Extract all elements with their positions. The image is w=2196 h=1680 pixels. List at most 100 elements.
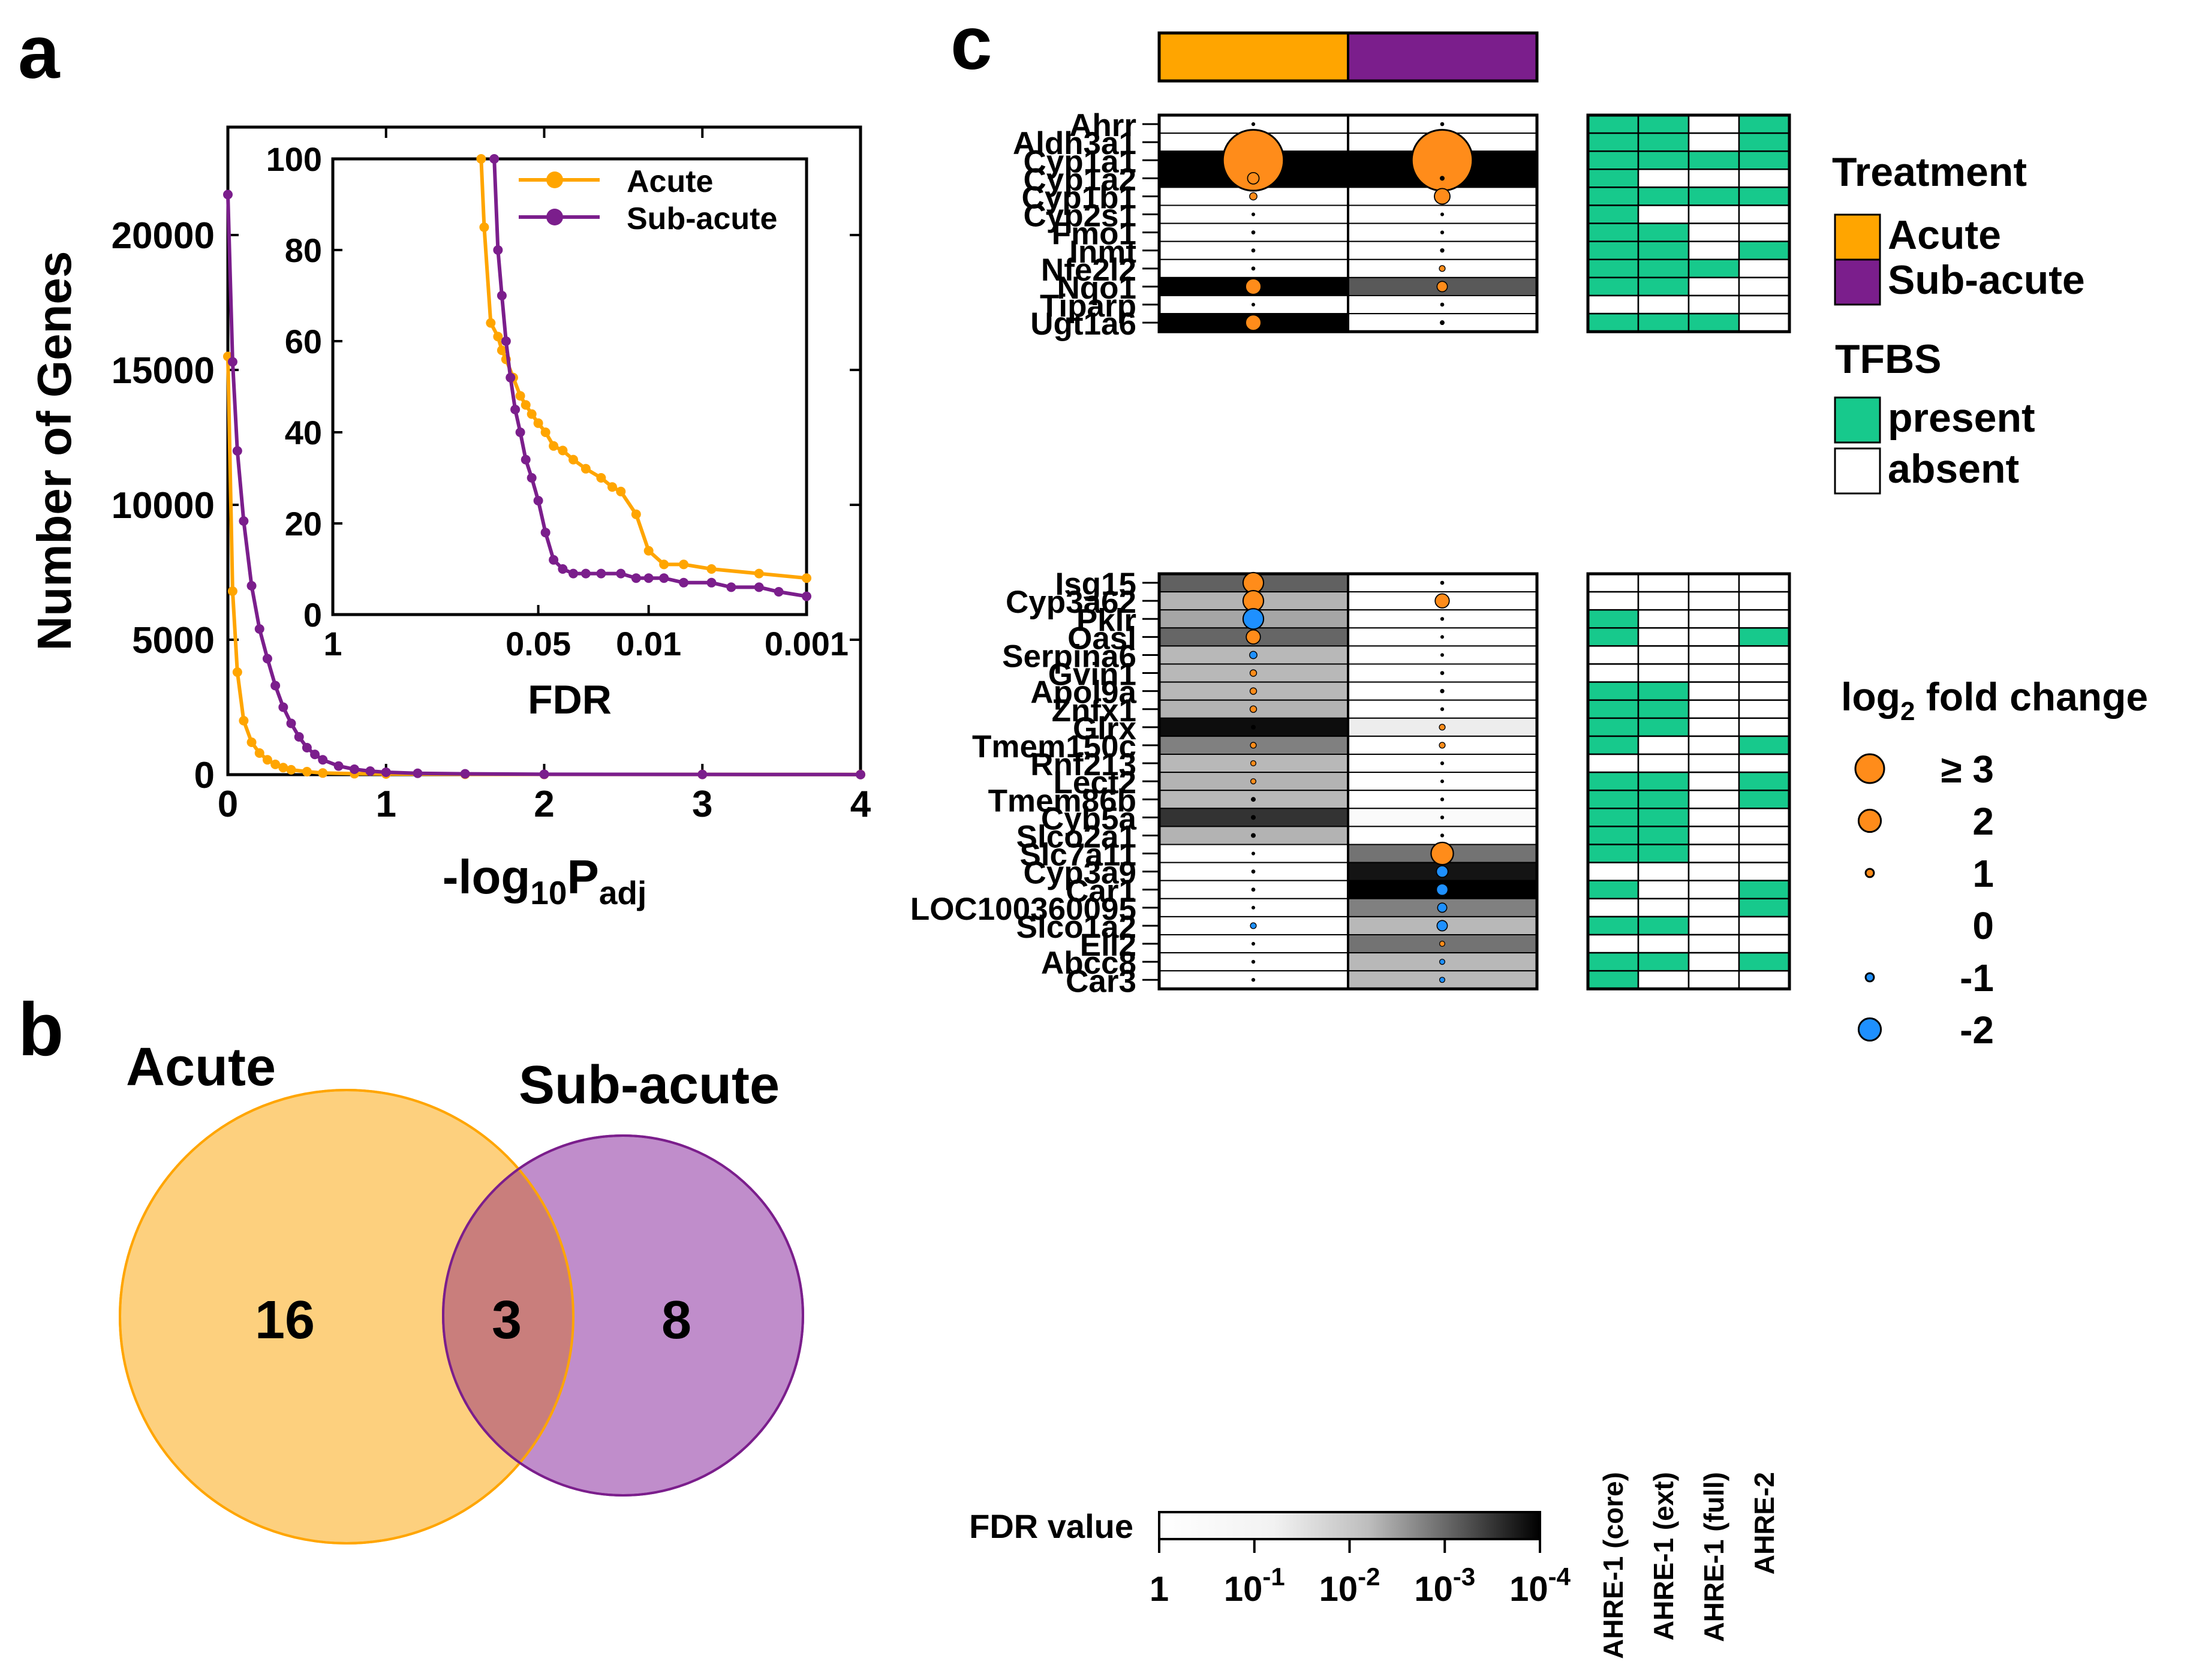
fc-dot xyxy=(1251,230,1256,235)
fc-dot xyxy=(1439,959,1446,965)
fc-dot xyxy=(1250,760,1257,767)
gene-label: Ahrr xyxy=(1069,108,1136,143)
fc-dot xyxy=(1440,815,1445,820)
tfbs-cell xyxy=(1738,681,1791,701)
tfbs-cell xyxy=(1687,663,1740,683)
tfbs-cell xyxy=(1687,681,1740,701)
tfbs-cell xyxy=(1738,114,1791,134)
heatmap-cells xyxy=(1157,113,1539,990)
fc-dot xyxy=(1251,851,1256,856)
y-tick-label: 0 xyxy=(194,755,215,796)
panel-label-b: b xyxy=(18,988,64,1071)
tfbs-cell xyxy=(1637,789,1690,809)
fc-dot xyxy=(1242,608,1265,630)
inset-data-point xyxy=(659,573,669,583)
data-point xyxy=(286,764,296,775)
tfbs-cell xyxy=(1587,222,1640,242)
legend-subacute-marker xyxy=(546,209,563,225)
tfbs-cell xyxy=(1738,276,1791,297)
tfbs-cell xyxy=(1687,591,1740,611)
inset-data-point xyxy=(515,427,525,437)
tfbs-cell xyxy=(1587,844,1640,863)
fc-dot xyxy=(1440,617,1445,621)
tfbs-cell xyxy=(1687,627,1740,647)
inset-data-point xyxy=(568,568,579,579)
fc-dot xyxy=(1251,833,1256,838)
tfbs-frame xyxy=(1586,572,1791,990)
inset-data-point xyxy=(679,577,689,588)
panel-a-ylabel: Number of Genes xyxy=(28,251,81,651)
tfbs-cell xyxy=(1637,916,1690,936)
fdr-tick-base: 10 xyxy=(1414,1570,1453,1609)
fdr-tick-label: 10-1 xyxy=(1224,1562,1285,1609)
legend-fc-title-base: log xyxy=(1841,675,1900,719)
panel-a-xlabel-base: -log xyxy=(443,850,531,904)
x-tick-label: 2 xyxy=(534,784,554,825)
fc-dot xyxy=(1251,815,1256,820)
gene-label: Znfx1 xyxy=(1052,693,1136,728)
gene-label: Cyp1a2 xyxy=(1023,162,1136,197)
fc-dot xyxy=(1251,122,1256,127)
tfbs-cell xyxy=(1687,717,1740,737)
tfbs-cell xyxy=(1738,258,1791,279)
tfbs-cell xyxy=(1587,681,1640,701)
gene-label: Tmem86b xyxy=(988,783,1136,818)
inset-y-tick-label: 20 xyxy=(285,505,322,543)
fc-dot xyxy=(1439,977,1446,983)
gene-label: Car1 xyxy=(1066,874,1136,909)
inset-data-point xyxy=(802,591,811,601)
y-tick-label: 20000 xyxy=(112,215,215,257)
tfbs-cell xyxy=(1637,663,1690,683)
inset-axes: 1 0.05 0.01 0.001 0 20 40 60 80 100 xyxy=(266,140,849,663)
fc-dot xyxy=(1222,128,1285,192)
tfbs-cell xyxy=(1637,186,1690,206)
fc-dot xyxy=(1246,629,1261,645)
tfbs-cell xyxy=(1587,753,1640,773)
fc-dot xyxy=(1249,651,1258,660)
gene-label: Cyp3a9 xyxy=(1023,856,1136,891)
heat-cell xyxy=(1159,844,1349,863)
inset-data-point xyxy=(533,418,543,428)
gene-label: Slc7a11 xyxy=(1019,838,1136,873)
inset-y-tick-label: 80 xyxy=(285,231,322,269)
fc-dot xyxy=(1250,922,1257,929)
tfbs-column-label: AHRE-1 (ext) xyxy=(1648,1472,1679,1640)
tfbs-cell xyxy=(1687,880,1740,900)
fc-dot xyxy=(1440,248,1445,253)
tfbs-cell xyxy=(1637,609,1690,629)
tfbs-cell xyxy=(1687,826,1740,845)
tfbs-cell xyxy=(1687,186,1740,206)
data-point xyxy=(413,768,423,778)
gene-label: Slco1a2 xyxy=(1016,910,1136,945)
tfbs-cell xyxy=(1587,898,1640,918)
tfbs-cell xyxy=(1687,952,1740,972)
inset-data-point xyxy=(506,372,516,383)
fc-dot xyxy=(1440,653,1445,657)
venn-subacute-outline xyxy=(442,1134,804,1497)
panel-a-xlabel-sub1: 10 xyxy=(530,874,567,911)
gene-label: Nqo1 xyxy=(1057,270,1137,306)
inset-data-point xyxy=(616,568,626,579)
tfbs-cell xyxy=(1637,699,1690,719)
fc-dot xyxy=(1245,314,1262,332)
tfbs-cell xyxy=(1687,753,1740,773)
tfbs-cell xyxy=(1738,663,1791,683)
gene-label: Cyb5a xyxy=(1041,801,1137,836)
tfbs-cell xyxy=(1637,645,1690,665)
tfbs-cell xyxy=(1738,808,1791,827)
tfbs-cell xyxy=(1687,222,1740,242)
inset-data-point xyxy=(521,400,531,410)
tfbs-cell xyxy=(1687,240,1740,261)
tfbs-cell xyxy=(1637,934,1690,954)
inset-y-tick-label: 60 xyxy=(285,323,322,360)
inset-data-point xyxy=(549,441,559,451)
tfbs-cell xyxy=(1687,114,1740,134)
inset-data-point xyxy=(726,582,736,592)
tfbs-cell xyxy=(1687,168,1740,188)
fc-dot xyxy=(1436,281,1448,293)
legend-tfbs-present-label: present xyxy=(1888,395,2035,441)
tfbs-cell xyxy=(1637,240,1690,261)
inset-data-point xyxy=(706,577,717,588)
data-point xyxy=(270,681,281,691)
